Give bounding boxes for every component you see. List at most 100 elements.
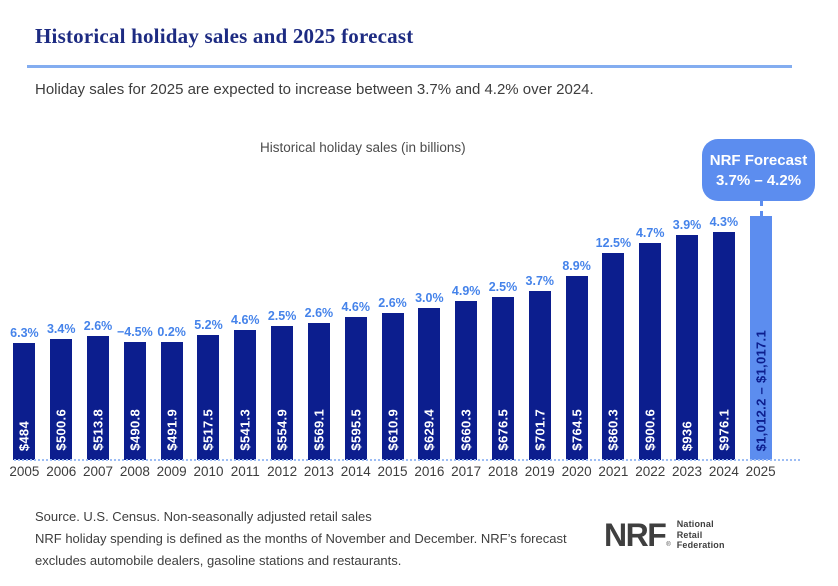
nrf-logo-abbr: NRF <box>604 517 667 553</box>
x-axis-label-2019: 2019 <box>524 464 555 479</box>
bar-cell-2020: 8.9% $764.5 <box>558 215 595 460</box>
pct-change-label-2007: 2.6% <box>83 319 113 333</box>
footnote-definition-line-1: NRF holiday spending is defined as the m… <box>35 531 567 546</box>
footnote-source-line: Source. U.S. Census. Non-seasonally adju… <box>35 509 372 524</box>
x-axis-label-2009: 2009 <box>156 464 187 479</box>
sales-bar-2009: $491.9 <box>160 342 183 460</box>
bar-cell-2008: −4.5% $490.8 <box>116 215 153 460</box>
x-axis-label-2016: 2016 <box>414 464 445 479</box>
x-axis-labels: 2005 2006 2007 2008 2009 2010 2011 2012 2013 2014… <box>6 464 779 479</box>
footnote-definition-line-2: excludes automobile dealers, gasoline st… <box>35 553 402 568</box>
sales-bar-2006: $500.6 <box>50 339 73 460</box>
pct-change-label-2015: 2.6% <box>378 296 407 310</box>
bar-cell-2015: 2.6% $610.9 <box>374 215 411 460</box>
pct-change-label-2021: 12.5% <box>595 236 632 250</box>
bar-cell-2021: 12.5% $860.3 <box>595 215 632 460</box>
bar-value-label-2020: $764.5 <box>569 409 585 451</box>
x-axis-label-2023: 2023 <box>672 464 703 479</box>
nrf-logo-registered-mark: ® <box>666 542 671 548</box>
x-axis-label-2006: 2006 <box>46 464 77 479</box>
x-axis-label-2025: 2025 <box>745 464 776 479</box>
sales-bar-2020: $764.5 <box>565 276 588 460</box>
x-axis-label-2014: 2014 <box>340 464 371 479</box>
forecast-callout-title: NRF Forecast <box>709 151 808 169</box>
sales-bar-2023: $936 <box>676 235 699 460</box>
pct-change-label-2008: −4.5% <box>116 325 153 339</box>
bar-value-label-2012: $554.9 <box>274 409 290 451</box>
sales-bar-2019: $701.7 <box>528 291 551 460</box>
bar-value-label-2018: $676.5 <box>495 409 511 451</box>
bar-cell-2009: 0.2% $491.9 <box>153 215 190 460</box>
bar-cell-2022: 4.7% $900.6 <box>632 215 669 460</box>
forecast-bar-2025: $1,012.2 – $1,017.1 <box>749 216 772 460</box>
nrf-logo-org-line: Retail <box>676 529 703 540</box>
x-axis-label-2005: 2005 <box>9 464 40 479</box>
bar-value-label-2022: $900.6 <box>642 409 658 451</box>
bar-cell-2013: 2.6% $569.1 <box>301 215 338 460</box>
pct-change-label-2009: 0.2% <box>157 325 186 339</box>
sales-bar-2007: $513.8 <box>87 336 110 460</box>
bar-value-label-2017: $660.3 <box>458 409 474 451</box>
sales-bar-2024: $976.1 <box>712 232 735 460</box>
bar-value-label-2011: $541.3 <box>237 409 253 451</box>
bar-cell-2011: 4.6% $541.3 <box>227 215 264 460</box>
chart-title: Historical holiday sales (in billions) <box>260 140 466 155</box>
pct-change-label-2012: 2.5% <box>267 309 297 323</box>
bar-value-label-2009: $491.9 <box>164 409 180 451</box>
bar-cell-2024: 4.3% $976.1 <box>705 215 742 460</box>
pct-change-label-2014: 4.6% <box>341 300 370 314</box>
bar-value-label-2008: $490.8 <box>127 409 143 451</box>
bar-value-label-2023: $936 <box>679 420 695 451</box>
bar-cell-2012: 2.5% $554.9 <box>264 215 301 460</box>
bar-cell-2019: 3.7% $701.7 <box>521 215 558 460</box>
footnote: Source. U.S. Census. Non-seasonally adju… <box>35 506 567 572</box>
sales-bar-2015: $610.9 <box>381 313 404 460</box>
bar-cell-2016: 3.0% $629.4 <box>411 215 448 460</box>
x-axis-label-2020: 2020 <box>561 464 592 479</box>
x-axis-label-2022: 2022 <box>635 464 666 479</box>
bar-cell-2018: 2.5% $676.5 <box>485 215 522 460</box>
sales-bar-2008: $490.8 <box>123 342 146 460</box>
sales-bar-2017: $660.3 <box>455 301 478 460</box>
bar-cell-2010: 5.2% $517.5 <box>190 215 227 460</box>
title-divider <box>27 65 792 68</box>
bar-value-label-2025: $1,012.2 – $1,017.1 <box>753 329 769 451</box>
sales-bar-2021: $860.3 <box>602 253 625 460</box>
x-axis-label-2021: 2021 <box>598 464 629 479</box>
sales-bar-2010: $517.5 <box>197 335 220 460</box>
sales-bar-2011: $541.3 <box>234 330 257 460</box>
bar-value-label-2015: $610.9 <box>385 409 401 451</box>
pct-change-label-2010: 5.2% <box>194 318 223 332</box>
sales-bar-2013: $569.1 <box>307 323 330 460</box>
forecast-callout: NRF Forecast 3.7% – 4.2% <box>702 139 815 201</box>
nrf-logo-org-line: Federation <box>676 540 725 551</box>
bar-value-label-2019: $701.7 <box>532 409 548 451</box>
x-axis-label-2013: 2013 <box>303 464 334 479</box>
pct-change-label-2006: 3.4% <box>46 322 76 336</box>
forecast-callout-range: 3.7% – 4.2% <box>715 171 802 189</box>
x-axis-label-2015: 2015 <box>377 464 408 479</box>
pct-change-label-2022: 4.7% <box>635 226 665 240</box>
sales-bar-2014: $595.5 <box>344 317 367 460</box>
nrf-logo: NRF ® National Retail Federation <box>604 519 725 551</box>
pct-change-label-2011: 4.6% <box>231 313 260 327</box>
x-axis-label-2011: 2011 <box>230 464 260 479</box>
bar-cell-2006: 3.4% $500.6 <box>43 215 80 460</box>
x-axis-label-2018: 2018 <box>487 464 518 479</box>
bar-cell-2023: 3.9% $936 <box>669 215 706 460</box>
pct-change-label-2024: 4.3% <box>709 215 739 229</box>
pct-change-label-2016: 3.0% <box>415 291 444 305</box>
bar-value-label-2013: $569.1 <box>311 409 327 451</box>
pct-change-label-2020: 8.9% <box>562 259 591 273</box>
x-axis-label-2017: 2017 <box>451 464 482 479</box>
bar-value-label-2010: $517.5 <box>200 409 216 451</box>
bar-cell-2014: 4.6% $595.5 <box>337 215 374 460</box>
x-axis-label-2010: 2010 <box>193 464 224 479</box>
x-axis-label-2008: 2008 <box>119 464 150 479</box>
bar-chart: 6.3% $484 3.4% $500.6 2.6% $513.8 −4.5% $490.8 0… <box>6 215 779 460</box>
pct-change-label-2005: 6.3% <box>10 326 39 340</box>
bar-cell-2025: $1,012.2 – $1,017.1 <box>742 215 779 460</box>
pct-change-label-2017: 4.9% <box>451 284 481 298</box>
sales-bar-2016: $629.4 <box>418 308 441 460</box>
